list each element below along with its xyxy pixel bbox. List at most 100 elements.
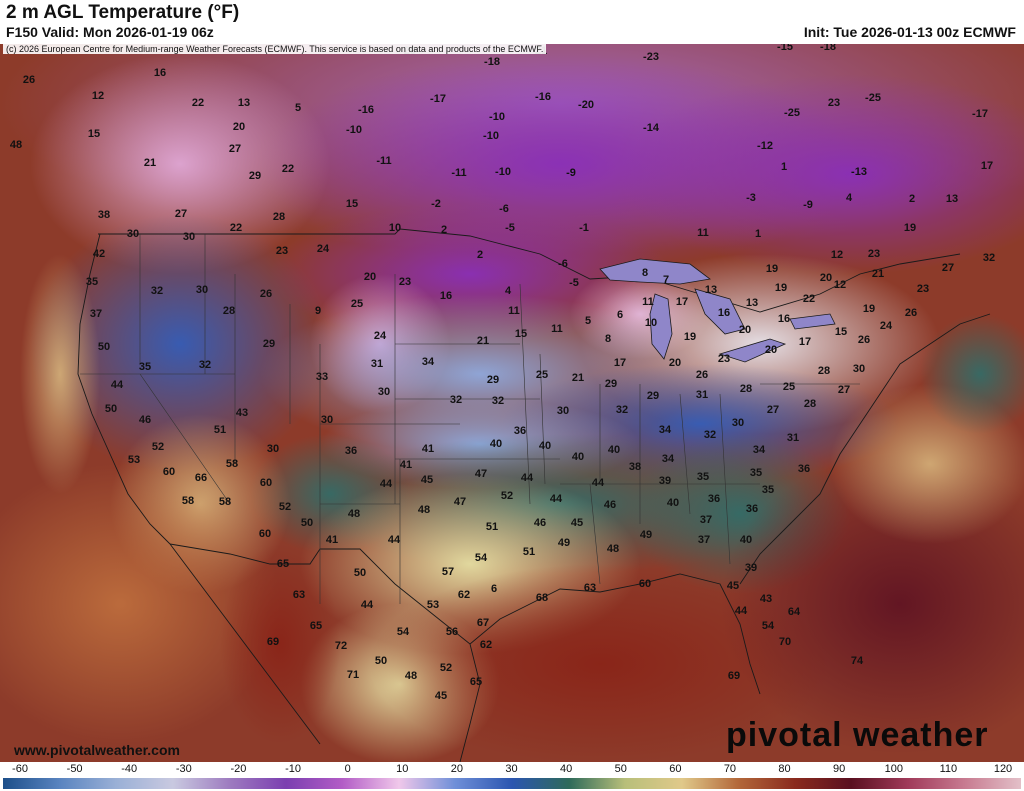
temperature-label: 44 <box>361 599 374 611</box>
temperature-label: 34 <box>659 424 672 436</box>
temperature-label: 25 <box>351 298 363 310</box>
temperature-label: 46 <box>139 414 151 426</box>
temperature-label: 38 <box>629 461 641 473</box>
temperature-label: -25 <box>784 107 800 119</box>
temperature-label: 40 <box>490 438 502 450</box>
temperature-label: 46 <box>534 517 546 529</box>
temperature-label: 9 <box>315 305 321 317</box>
temperature-label: 30 <box>321 414 333 426</box>
colorbar-tick-label: 70 <box>723 763 737 775</box>
temperature-label: 37 <box>90 308 102 320</box>
temperature-label: 17 <box>799 336 811 348</box>
temperature-label: 27 <box>175 208 187 220</box>
temperature-label: 34 <box>422 356 435 368</box>
temperature-label: -16 <box>358 104 374 116</box>
map-title: 2 m AGL Temperature (°F) <box>6 2 240 23</box>
temperature-label: 32 <box>616 404 628 416</box>
colorbar: -60 -50 -40 -30 -20 -10 0 10 20 30 40 50 60 70 80 90 100… <box>0 762 1024 791</box>
colorbar-tick-label: -20 <box>230 763 247 775</box>
us-mexico-border <box>169 543 471 645</box>
temperature-label: 22 <box>282 163 294 175</box>
temperature-label: 20 <box>364 271 376 283</box>
temperature-field <box>0 44 1024 762</box>
map-canvas[interactable]: 31423-2021-18-23-15-1826161222135-16-17-… <box>0 44 1024 762</box>
temperature-label: 8 <box>605 333 611 345</box>
temperature-label: 45 <box>435 690 447 702</box>
temperature-label: 29 <box>605 378 617 390</box>
colorbar-tick-label: -60 <box>12 763 28 775</box>
temperature-label: 22 <box>230 222 242 234</box>
temperature-label: 24 <box>880 320 893 332</box>
temperature-label: 2 <box>909 193 915 205</box>
temperature-label: 22 <box>192 97 204 109</box>
temperature-label: -15 <box>777 44 793 53</box>
temperature-label: 26 <box>23 74 35 86</box>
temperature-label: 44 <box>521 472 534 484</box>
temperature-label: 27 <box>942 262 954 274</box>
temperature-label: 27 <box>838 384 850 396</box>
temperature-label: -12 <box>757 140 773 152</box>
temperature-label: 60 <box>260 477 272 489</box>
temperature-label: 52 <box>152 441 164 453</box>
temperature-label: 48 <box>348 508 360 520</box>
temperature-label: 64 <box>788 606 801 618</box>
temperature-label: 13 <box>746 297 758 309</box>
temperature-label: 28 <box>223 305 235 317</box>
temperature-label: -13 <box>851 166 867 178</box>
temperature-label: 6 <box>491 583 497 595</box>
temperature-labels: 31423-2021-18-23-15-1826161222135-16-17-… <box>10 44 995 702</box>
temperature-label: 32 <box>151 285 163 297</box>
temperature-label: 37 <box>698 534 710 546</box>
temperature-label: 19 <box>863 303 875 315</box>
temperature-label: 20 <box>820 272 832 284</box>
temperature-label: 32 <box>492 395 504 407</box>
temperature-label: 29 <box>647 390 659 402</box>
temperature-label: 23 <box>917 283 929 295</box>
temperature-map[interactable]: 31423-2021-18-23-15-1826161222135-16-17-… <box>0 44 1024 762</box>
colorbar-tick-label: 40 <box>559 763 573 775</box>
temperature-label: 41 <box>326 534 338 546</box>
temperature-label: 69 <box>267 636 279 648</box>
temperature-label: 43 <box>236 407 248 419</box>
temperature-label: 40 <box>539 440 551 452</box>
temperature-label: -10 <box>483 130 499 142</box>
temperature-label: -18 <box>820 44 836 53</box>
temperature-label: 71 <box>347 669 359 681</box>
baja-mexico-coast <box>169 543 321 745</box>
temperature-label: 23 <box>399 276 411 288</box>
colorbar-tick-label: 120 <box>993 763 1013 775</box>
temperature-label: 26 <box>858 334 870 346</box>
temperature-label: 36 <box>798 463 810 475</box>
colorbar-tick-label: -40 <box>121 763 138 775</box>
temperature-label: -20 <box>578 99 594 111</box>
temperature-label: 40 <box>667 497 679 509</box>
temperature-label: 53 <box>128 454 140 466</box>
temperature-label: 24 <box>374 330 387 342</box>
temperature-label: 50 <box>375 655 387 667</box>
temperature-label: 36 <box>708 493 720 505</box>
colorbar-tick-label: 20 <box>450 763 463 775</box>
website-url[interactable]: www.pivotalweather.com <box>14 742 180 758</box>
temperature-label: 51 <box>486 521 498 533</box>
temperature-label: 28 <box>740 383 752 395</box>
temperature-label: 44 <box>380 478 393 490</box>
temperature-label: 20 <box>233 121 245 133</box>
temperature-label: 20 <box>765 344 777 356</box>
temperature-label: 21 <box>872 268 884 280</box>
temperature-label: 30 <box>267 443 279 455</box>
colorbar-tick-label: -50 <box>66 763 83 775</box>
temperature-label: 47 <box>454 496 466 508</box>
temperature-label: 19 <box>775 282 787 294</box>
temperature-label: 15 <box>515 328 527 340</box>
temperature-label: 10 <box>645 317 657 329</box>
pacific-coast <box>77 233 171 545</box>
temperature-label: 30 <box>853 363 865 375</box>
temperature-label: 48 <box>405 670 417 682</box>
temperature-label: 41 <box>422 443 434 455</box>
temperature-label: 48 <box>607 543 619 555</box>
temperature-label: 11 <box>508 305 520 317</box>
temperature-label: 25 <box>536 369 548 381</box>
temperature-label: 31 <box>696 389 708 401</box>
temperature-label: 28 <box>818 365 830 377</box>
temperature-label: 17 <box>676 296 688 308</box>
